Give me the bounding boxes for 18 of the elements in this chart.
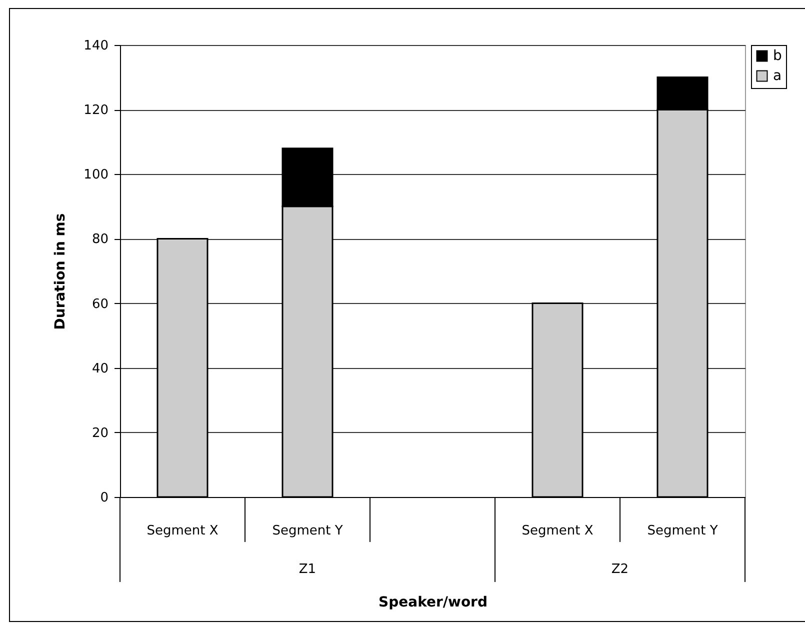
y-tick-label: 40: [92, 361, 108, 376]
y-tick-label: 80: [92, 232, 108, 248]
y-tick-label: 0: [100, 490, 108, 506]
x-tick-label: Segment Y: [272, 524, 343, 538]
y-tick-label: 20: [92, 426, 108, 441]
y-tick-label: 140: [84, 38, 108, 54]
y-tick-label: 60: [92, 296, 108, 312]
x-axis-title: Speaker/word: [378, 594, 488, 610]
y-tick-label: 100: [84, 168, 108, 183]
x-tick-label: Segment X: [146, 524, 218, 538]
x-tick-label: Segment X: [522, 524, 594, 538]
text: Z2: [611, 562, 629, 577]
y-axis-title: Duration in ms: [52, 213, 69, 330]
text: Z1: [298, 562, 316, 577]
legend-label: a: [773, 68, 782, 84]
y-tick-label: 120: [84, 103, 108, 118]
x-tick-label: Segment Y: [647, 524, 718, 538]
legend-label: b: [773, 48, 782, 64]
